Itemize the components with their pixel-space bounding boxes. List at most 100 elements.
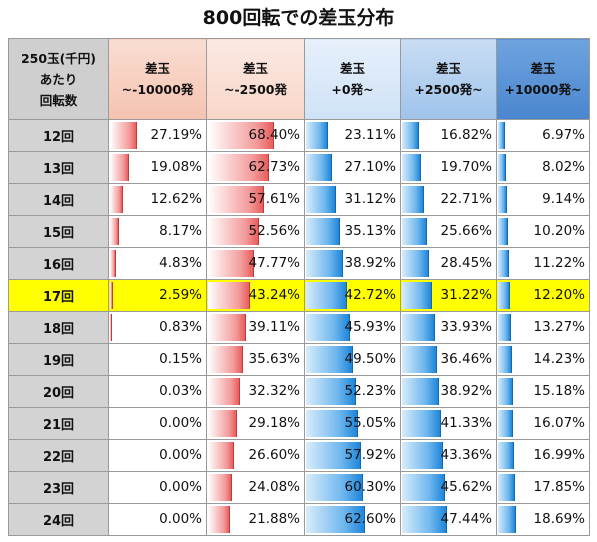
data-label: 33.93% <box>440 319 492 335</box>
data-bar <box>402 250 429 277</box>
data-label: 16.07% <box>533 415 585 431</box>
row-label: 14回 <box>8 183 109 216</box>
data-label: 68.40% <box>248 127 300 143</box>
data-bar <box>208 186 264 213</box>
table-cell: 38.92% <box>400 375 497 408</box>
table-cell: 0.15% <box>108 343 207 376</box>
data-bar <box>110 154 129 181</box>
table-cell: 0.00% <box>108 503 207 536</box>
data-bar <box>402 314 435 341</box>
data-bar <box>498 282 510 309</box>
row-header-line: あたり <box>39 71 78 87</box>
row-label: 23回 <box>8 471 109 504</box>
data-label: 52.56% <box>248 223 300 239</box>
row-label: 17回 <box>8 279 109 312</box>
table-cell: 45.62% <box>400 471 497 504</box>
data-label: 52.23% <box>344 383 396 399</box>
data-bar <box>110 186 123 213</box>
table-cell: 21.88% <box>206 503 305 536</box>
table-cell: 16.07% <box>496 407 590 440</box>
data-label: 8.02% <box>542 159 585 175</box>
table-cell: 33.93% <box>400 311 497 344</box>
data-label: 31.22% <box>440 287 492 303</box>
data-bar <box>498 506 516 533</box>
data-bar <box>208 410 237 437</box>
table-cell: 38.92% <box>304 247 401 280</box>
data-bar <box>402 186 424 213</box>
data-bar <box>498 314 511 341</box>
data-label: 57.61% <box>248 191 300 207</box>
data-label: 12.62% <box>150 191 202 207</box>
data-label: 47.77% <box>248 255 300 271</box>
data-label: 27.19% <box>150 127 202 143</box>
data-label: 25.66% <box>440 223 492 239</box>
data-label: 15.18% <box>533 383 585 399</box>
data-label: 47.44% <box>440 511 492 527</box>
data-label: 38.92% <box>344 255 396 271</box>
data-bar <box>498 378 513 405</box>
data-label: 11.22% <box>533 255 585 271</box>
table-cell: 27.10% <box>304 151 401 184</box>
data-label: 16.82% <box>440 127 492 143</box>
column-header-line: 差玉 <box>530 61 556 76</box>
table-cell: 2.59% <box>108 279 207 312</box>
table-cell: 49.50% <box>304 343 401 376</box>
data-label: 55.05% <box>344 415 396 431</box>
data-bar <box>498 186 507 213</box>
table-cell: 29.18% <box>206 407 305 440</box>
data-label: 0.15% <box>159 351 202 367</box>
table-cell: 60.30% <box>304 471 401 504</box>
data-bar <box>208 474 232 501</box>
column-header: 差玉 +0発~ <box>304 38 401 120</box>
data-label: 22.71% <box>440 191 492 207</box>
table-row: 17回 2.59% 43.24% 42.72% 31.22% 12.20% <box>8 279 590 312</box>
table-row: 18回 0.83% 39.11% 45.93% 33.93% 13.27% <box>8 311 590 344</box>
table-cell: 31.22% <box>400 279 497 312</box>
table-cell: 45.93% <box>304 311 401 344</box>
row-label: 19回 <box>8 343 109 376</box>
data-label: 0.83% <box>159 319 202 335</box>
column-header-line: ~-2500発 <box>224 82 287 97</box>
table-cell: 18.69% <box>496 503 590 536</box>
data-label: 24.08% <box>248 479 300 495</box>
column-header: 差玉 +2500発~ <box>400 38 497 120</box>
data-label: 2.59% <box>159 287 202 303</box>
table-cell: 24.08% <box>206 471 305 504</box>
table-cell: 8.17% <box>108 215 207 248</box>
data-label: 19.70% <box>440 159 492 175</box>
data-label: 0.00% <box>159 511 202 527</box>
data-bar <box>110 314 112 341</box>
table-cell: 6.97% <box>496 119 590 152</box>
data-bar <box>110 250 116 277</box>
data-bar <box>208 506 230 533</box>
header-row: 250玉(千円) あたり 回転数 差玉 ~-10000発 差玉 ~-2500発 … <box>8 38 590 120</box>
data-bar <box>498 218 508 245</box>
table-cell: 0.00% <box>108 439 207 472</box>
table-cell: 26.60% <box>206 439 305 472</box>
table-cell: 15.18% <box>496 375 590 408</box>
data-bar <box>306 218 340 245</box>
data-label: 62.60% <box>344 511 396 527</box>
column-header-line: +2500発~ <box>414 82 483 97</box>
row-header-line: 回転数 <box>39 92 78 108</box>
data-label: 26.60% <box>248 447 300 463</box>
column-header: 差玉 +10000発~ <box>496 38 590 120</box>
data-bar <box>306 346 353 373</box>
data-label: 16.99% <box>533 447 585 463</box>
data-bar <box>110 218 119 245</box>
data-label: 10.20% <box>533 223 585 239</box>
data-bar <box>498 442 514 469</box>
data-label: 45.93% <box>344 319 396 335</box>
data-bar <box>110 282 113 309</box>
table-cell: 68.40% <box>206 119 305 152</box>
table-cell: 47.44% <box>400 503 497 536</box>
table-cell: 52.23% <box>304 375 401 408</box>
table-cell: 42.72% <box>304 279 401 312</box>
table-row: 19回 0.15% 35.63% 49.50% 36.46% 14.23% <box>8 343 590 376</box>
table-cell: 39.11% <box>206 311 305 344</box>
data-bar <box>498 346 512 373</box>
data-bar <box>306 442 361 469</box>
data-bar <box>306 122 328 149</box>
data-label: 14.23% <box>533 351 585 367</box>
table-row: 23回 0.00% 24.08% 60.30% 45.62% 17.85% <box>8 471 590 504</box>
